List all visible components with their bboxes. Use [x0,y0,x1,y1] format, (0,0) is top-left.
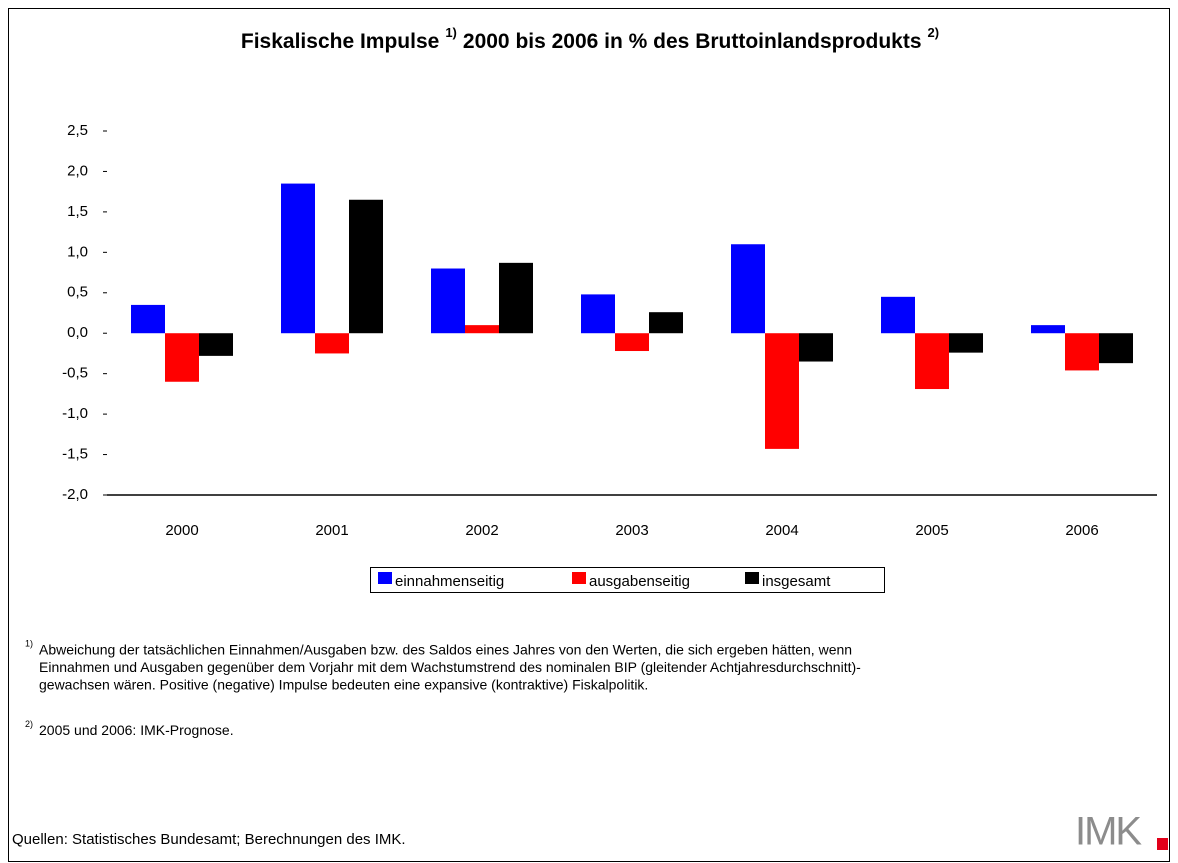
y-tick-label: 2,0 [67,162,88,179]
x-tick-label: 2004 [765,522,798,539]
bar [799,333,833,362]
y-tick-label: -0,5 [62,365,88,382]
bar [1031,325,1065,334]
footnote-mark: 1) [25,638,33,648]
x-tick-label: 2003 [615,522,648,539]
footnote-line: gewachsen wären. Positive (negative) Imp… [39,677,648,693]
title-sup: 1) [445,25,457,40]
source: Quellen: Statistisches Bundesamt; Berech… [12,831,406,848]
footnotes: 1) Abweichung der tatsächlichen Einnahmen… [25,638,861,738]
legend-swatch [572,572,586,584]
bar [199,333,233,356]
bar [431,268,465,334]
x-tick-label: 2001 [315,522,348,539]
bar [881,296,915,334]
bar [649,312,683,334]
bar [131,304,165,334]
bar [1065,333,1099,371]
bar [949,333,983,353]
legend: einnahmenseitig ausgabenseitig insgesamt [378,572,831,590]
bar [615,333,649,352]
legend-swatch [745,572,759,584]
bar [165,333,199,382]
title-text: Fiskalische Impulse [241,30,439,53]
bar [499,262,533,334]
y-tick-label: -1,5 [62,446,88,463]
y-tick-label: 0,0 [67,324,88,341]
legend-label: insgesamt [762,573,831,590]
x-tick-label: 2002 [465,522,498,539]
legend-swatch [378,572,392,584]
footnote-line: Einnahmen und Ausgaben gegenüber dem Vor… [39,659,861,675]
bar [349,199,383,334]
legend-label: ausgabenseitig [589,573,690,590]
frame [8,8,1170,862]
legend-box [370,567,885,593]
bar [281,183,315,334]
title-sup: 2) [928,25,940,40]
y-tick-label: 1,5 [67,203,88,220]
bar [1099,333,1133,364]
x-tick-label: 2000 [165,522,198,539]
y-tick-label: -2,0 [62,486,88,503]
bar [915,333,949,390]
y-tick-label: -1,0 [62,405,88,422]
y-tick-label: 1,0 [67,243,88,260]
y-tick-label: 0,5 [67,284,88,301]
footnote-mark: 2) [25,719,33,729]
bar [731,244,765,334]
legend-label: einnahmenseitig [395,573,504,590]
chart-title: Fiskalische Impulse 1) 2000 bis 2006 in % … [241,25,939,52]
logo-dot [1157,838,1168,850]
y-tick-label: 2,5 [67,122,88,139]
bar [465,325,499,334]
title-text: 2000 bis 2006 in % des Bruttoinlandsprod… [463,30,922,53]
footnote-line: 2005 und 2006: IMK-Prognose. [39,722,234,738]
logo: IMK [1075,810,1142,854]
bar [765,333,799,449]
footnote-line: Abweichung der tatsächlichen Einnahmen/A… [39,642,852,658]
x-tick-label: 2006 [1065,522,1098,539]
bar [315,333,349,354]
x-tick-label: 2005 [915,522,948,539]
bar [581,294,615,334]
